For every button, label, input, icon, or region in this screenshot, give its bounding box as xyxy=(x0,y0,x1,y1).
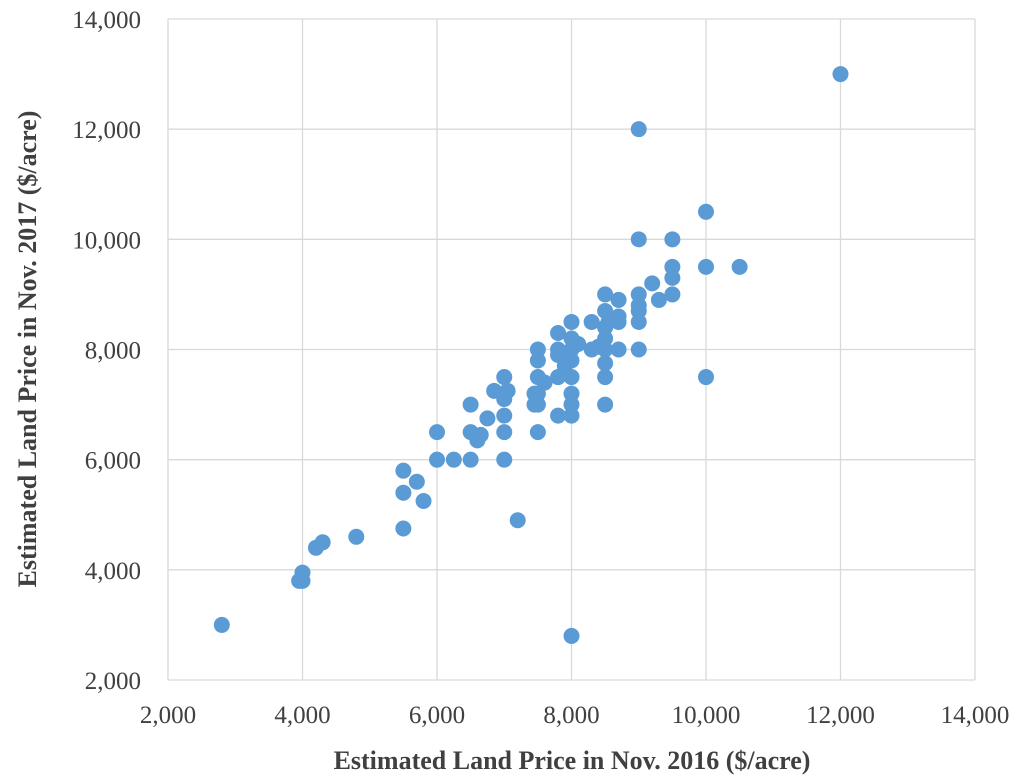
data-point xyxy=(610,308,627,325)
data-point xyxy=(395,462,412,479)
data-point xyxy=(610,341,627,358)
data-point xyxy=(429,424,445,441)
data-point xyxy=(570,335,587,352)
data-point xyxy=(496,451,513,468)
y-tick-label: 6,000 xyxy=(85,448,141,475)
data-point xyxy=(630,341,647,358)
data-point xyxy=(496,407,513,424)
data-point xyxy=(462,451,479,468)
y-tick-label: 8,000 xyxy=(85,338,141,365)
data-point xyxy=(529,352,546,369)
data-point xyxy=(698,258,714,275)
data-point xyxy=(630,121,647,138)
data-point xyxy=(429,451,445,468)
data-point xyxy=(496,424,513,441)
y-tick-label: 4,000 xyxy=(85,558,141,585)
data-point xyxy=(610,291,627,308)
data-point xyxy=(415,492,432,509)
data-point xyxy=(529,396,546,413)
data-point xyxy=(563,369,580,386)
data-point xyxy=(563,352,580,369)
y-axis-title: Estimated Land Price in Nov. 2017 ($/acr… xyxy=(13,111,42,588)
data-point xyxy=(314,534,331,551)
y-tick-label: 2,000 xyxy=(85,668,141,695)
data-point xyxy=(650,291,667,308)
data-point xyxy=(563,313,580,330)
data-point xyxy=(550,407,567,424)
data-point xyxy=(563,407,580,424)
data-point xyxy=(213,616,230,633)
data-point xyxy=(408,473,425,490)
data-point xyxy=(664,231,681,248)
data-point xyxy=(597,286,614,303)
data-point xyxy=(597,355,614,372)
x-tick-label: 4,000 xyxy=(274,702,330,729)
data-point xyxy=(563,627,580,644)
data-point xyxy=(630,313,647,330)
data-point xyxy=(630,297,647,314)
data-point xyxy=(550,341,567,358)
y-tick-label: 14,000 xyxy=(72,7,141,34)
data-point xyxy=(731,258,748,275)
data-point xyxy=(563,385,580,402)
data-point xyxy=(664,258,681,275)
data-points xyxy=(213,66,849,644)
data-point xyxy=(597,396,614,413)
x-tick-label: 10,000 xyxy=(672,702,741,729)
data-point xyxy=(509,512,526,529)
data-point xyxy=(583,313,600,330)
x-tick-label: 2,000 xyxy=(140,702,196,729)
x-tick-label: 8,000 xyxy=(543,702,599,729)
data-point xyxy=(348,528,365,545)
data-point xyxy=(550,324,567,341)
data-point xyxy=(563,396,580,413)
data-point xyxy=(664,269,681,286)
x-axis-title: Estimated Land Price in Nov. 2016 ($/acr… xyxy=(334,746,811,775)
data-point xyxy=(597,369,614,386)
data-point xyxy=(529,341,546,358)
data-point xyxy=(644,275,661,292)
y-tick-label: 12,000 xyxy=(72,117,141,144)
x-axis-ticks: 2,000 4,000 6,000 8,000 10,000 12,000 14,000 xyxy=(140,702,1010,729)
data-point xyxy=(499,382,516,399)
data-point xyxy=(630,231,647,248)
data-point xyxy=(395,484,412,501)
data-point xyxy=(597,330,614,347)
data-point xyxy=(479,410,496,427)
y-axis-ticks: 2,000 4,000 6,000 8,000 10,000 12,000 14,000 xyxy=(72,7,141,695)
x-tick-label: 14,000 xyxy=(941,702,1010,729)
data-point xyxy=(395,520,412,537)
data-point xyxy=(472,426,489,443)
data-point xyxy=(445,451,462,468)
data-point xyxy=(832,66,849,83)
x-tick-label: 6,000 xyxy=(409,702,465,729)
x-tick-label: 12,000 xyxy=(806,702,875,729)
data-point xyxy=(536,374,553,391)
data-point xyxy=(597,341,614,358)
data-point xyxy=(496,369,513,386)
data-point xyxy=(698,369,714,386)
data-point xyxy=(698,203,714,220)
data-point xyxy=(462,396,479,413)
data-point xyxy=(630,286,647,303)
y-tick-label: 10,000 xyxy=(72,227,141,254)
data-point xyxy=(664,286,681,303)
data-point xyxy=(294,564,311,581)
data-point xyxy=(529,424,546,441)
